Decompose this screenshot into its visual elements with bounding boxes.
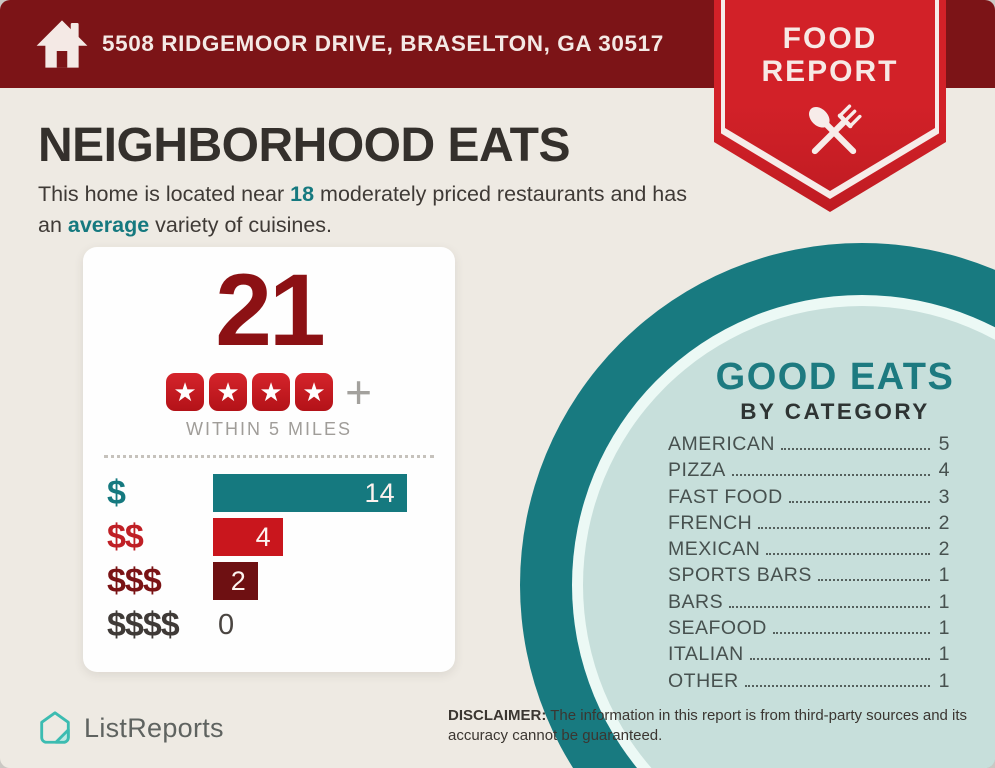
category-list: AMERICAN 5 PIZZA 4 FAST FOOD 3 FRENCH 2 MEXICAN 2…	[668, 433, 950, 696]
dotted-leader	[744, 684, 930, 687]
category-count: 1	[938, 643, 950, 666]
ribbon-title-line2: REPORT	[761, 55, 899, 88]
category-count: 1	[938, 617, 950, 640]
food-report-ribbon: FOOD REPORT	[714, 0, 946, 212]
radius-label: WITHIN 5 MILES	[185, 419, 352, 439]
price-bar-chart: $14 $$ 4 $$$ 2 $$$$ 0	[83, 471, 455, 647]
category-count: 3	[938, 485, 950, 508]
bar-track: 14	[213, 474, 455, 512]
dotted-leader	[772, 632, 930, 635]
subtitle-text: moderately priced restaurants and has an	[38, 182, 687, 237]
dotted-leader	[731, 474, 930, 477]
category-count: 1	[938, 669, 950, 692]
category-row: SEAFOOD 1	[668, 617, 950, 643]
total-restaurant-count: 21	[215, 253, 325, 367]
bar-category-label: $$	[107, 517, 144, 556]
spoon-fork-icon	[809, 104, 862, 155]
dotted-leader	[729, 605, 930, 608]
bar-row: $14	[83, 471, 455, 515]
bar-value: 14	[364, 477, 395, 508]
restaurant-count: 18	[290, 182, 315, 206]
category-name: MEXICAN	[668, 538, 761, 561]
category-count: 2	[938, 538, 950, 561]
category-row: FAST FOOD 3	[668, 486, 950, 512]
subtitle-text: This home is located near	[38, 182, 291, 206]
category-row: ITALIAN 1	[668, 643, 950, 669]
bar-row: $$$ 2	[83, 559, 455, 603]
category-count: 5	[938, 433, 950, 455]
star-icon: ★	[295, 373, 334, 411]
bar-value: 0	[218, 608, 235, 641]
bar-row: $$ 4	[83, 515, 455, 559]
dotted-divider	[104, 455, 434, 458]
bar-value: 4	[255, 521, 271, 552]
star-rating: ★ ★ ★ ★ +	[83, 366, 455, 418]
variety-highlight: average	[67, 212, 150, 237]
listreports-house-icon	[40, 711, 70, 744]
category-row: PIZZA 4	[668, 459, 950, 485]
bar-track: 0	[213, 609, 455, 642]
ribbon-title: FOOD REPORT	[714, 22, 946, 88]
ribbon-title-line1: FOOD	[782, 22, 878, 55]
category-name: FAST FOOD	[668, 485, 783, 508]
category-count: 2	[938, 511, 950, 534]
home-icon	[36, 20, 88, 68]
category-count: 1	[938, 590, 950, 613]
category-name: ITALIAN	[668, 643, 744, 666]
good-eats-title: GOOD EATS	[715, 356, 955, 398]
property-address: 5508 RIDGEMOOR DRIVE, BRASELTON, GA 3051…	[102, 31, 664, 56]
restaurant-summary-card: 21 ★ ★ ★ ★ + WITHIN 5 MILES $14 $$ 4 $$$ 2 $$$$ 0	[83, 247, 455, 672]
bar-track: 4	[213, 518, 455, 556]
page-title: NEIGHBORHOOD EATS	[38, 119, 570, 172]
page-subtitle: This home is located near 18 moderately …	[38, 179, 693, 240]
bar: 4	[213, 518, 283, 556]
bar-category-label: $$$	[107, 561, 162, 600]
plus-sign: +	[345, 366, 372, 418]
category-name: AMERICAN	[668, 433, 775, 455]
category-row: AMERICAN 5	[668, 433, 950, 459]
category-row: OTHER 1	[668, 670, 950, 696]
dotted-leader	[788, 500, 930, 503]
dotted-leader	[749, 658, 930, 661]
star-icon: ★	[166, 373, 205, 411]
disclaimer-text: The information in this report is from t…	[448, 707, 968, 745]
category-row: MEXICAN 2	[668, 538, 950, 564]
star-icon: ★	[252, 373, 291, 411]
category-name: SEAFOOD	[668, 617, 767, 640]
dotted-leader	[780, 448, 930, 450]
category-name: FRENCH	[668, 511, 753, 534]
bar: 14	[213, 474, 407, 512]
category-row: FRENCH 2	[668, 512, 950, 538]
category-name: BARS	[668, 590, 724, 613]
category-name: SPORTS BARS	[668, 564, 812, 587]
bar-row: $$$$ 0	[83, 603, 455, 647]
category-row: SPORTS BARS 1	[668, 564, 950, 590]
bar-value: 2	[230, 565, 246, 596]
disclaimer-label: DISCLAIMER:	[448, 707, 547, 724]
brand-name: ListReports	[84, 712, 224, 743]
category-name: PIZZA	[668, 459, 726, 482]
dotted-leader	[817, 579, 930, 582]
category-count: 1	[938, 564, 950, 587]
bar-track: 2	[213, 562, 455, 600]
bar-category-label: $$$$	[107, 605, 180, 644]
bar-category-label: $	[107, 473, 126, 512]
listreports-logo: ListReports	[36, 709, 224, 747]
bar: 2	[213, 562, 258, 600]
subtitle-text: variety of cuisines.	[149, 212, 333, 237]
category-name: OTHER	[668, 669, 739, 692]
category-count: 4	[938, 459, 950, 482]
category-row: BARS 1	[668, 591, 950, 617]
disclaimer: DISCLAIMER: The information in this repo…	[448, 706, 968, 747]
star-icon: ★	[209, 373, 248, 411]
dotted-leader	[766, 553, 930, 556]
good-eats-subtitle: BY CATEGORY	[740, 399, 930, 424]
dotted-leader	[758, 526, 930, 529]
